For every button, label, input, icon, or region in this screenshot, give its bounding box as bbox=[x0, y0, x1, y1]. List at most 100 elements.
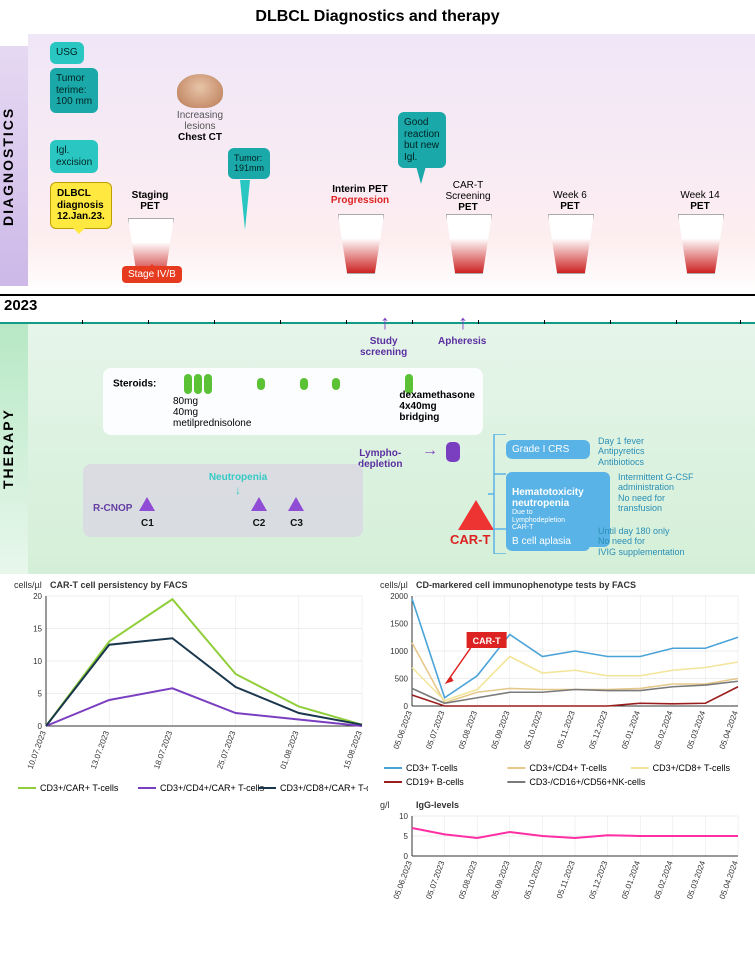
chart2-legend: CD3+ T-cells CD3+/CD4+ T-cells CD3+/CD8+ T… bbox=[374, 758, 744, 798]
diagnostics-label: DIAGNOSTICS bbox=[0, 46, 28, 286]
svg-text:05.10.2023: 05.10.2023 bbox=[522, 709, 544, 750]
svg-text:15: 15 bbox=[33, 625, 42, 634]
svg-text:15.08.2023: 15.08.2023 bbox=[342, 729, 364, 770]
neutropenia-arrow-icon: ↓ bbox=[123, 483, 353, 497]
cycle-c3: C3 bbox=[290, 518, 303, 529]
svg-text:CD3+/CD8+/CAR+ T-cells: CD3+/CD8+/CAR+ T-cells bbox=[280, 783, 368, 793]
svg-text:05.04.2024: 05.04.2024 bbox=[718, 709, 740, 750]
svg-text:05.06.2023: 05.06.2023 bbox=[392, 859, 414, 900]
steroid-pills-4 bbox=[331, 379, 341, 390]
svg-text:10.07.2023: 10.07.2023 bbox=[26, 729, 48, 770]
svg-text:01.08.2023: 01.08.2023 bbox=[279, 729, 301, 770]
week6-pet-cup bbox=[548, 214, 594, 274]
week6-pet-petword: PET bbox=[560, 201, 579, 212]
timeline-block: DIAGNOSTICS THERAPY USG Tumor terime: 10… bbox=[0, 34, 755, 574]
cycle-tri-2 bbox=[251, 497, 267, 511]
dose-80mg: 80mg bbox=[173, 396, 198, 407]
study-screening-arrow-icon: ↑ bbox=[380, 312, 390, 335]
svg-text:CAR-T: CAR-T bbox=[473, 636, 501, 646]
svg-text:05.12.2023: 05.12.2023 bbox=[587, 859, 609, 900]
cycle-c2: C2 bbox=[253, 518, 266, 529]
lympho-arrow-icon: → bbox=[422, 442, 438, 460]
chart-immunophenotype: 050010001500200005.06.202305.07.202305.0… bbox=[374, 578, 744, 798]
study-screening-label: Study screening bbox=[360, 336, 407, 358]
svg-text:cells/µl: cells/µl bbox=[380, 580, 408, 590]
svg-text:05.09.2023: 05.09.2023 bbox=[490, 859, 512, 900]
side-effect-bracket-icon bbox=[488, 434, 508, 554]
good-reaction-box: Good reaction but new Igl. bbox=[398, 112, 446, 168]
week6-text: Week 6 bbox=[553, 190, 587, 201]
bcell-box: B cell aplasia bbox=[506, 532, 590, 551]
chart-persistency: 0510152010.07.202313.07.202318.07.202325… bbox=[8, 578, 368, 908]
svg-text:g/l: g/l bbox=[380, 800, 390, 810]
chart1-legend: CD3+/CAR+ T-cellsCD3+/CD4+/CAR+ T-cellsC… bbox=[8, 778, 368, 802]
svg-text:CD3+/CD4+ T-cells: CD3+/CD4+ T-cells bbox=[529, 763, 607, 773]
svg-text:05.03.2024: 05.03.2024 bbox=[685, 709, 707, 750]
rcnop-panel: Neutropenia ↓ R-CNOP C1 C2 C3 bbox=[83, 464, 363, 537]
svg-text:05.11.2023: 05.11.2023 bbox=[555, 709, 577, 750]
usg-box: USG bbox=[50, 42, 84, 64]
svg-text:1000: 1000 bbox=[390, 647, 408, 656]
crs-note: Day 1 fever Antipyretics Antibiotiocs bbox=[598, 436, 645, 467]
hema-note: Intermittent G-CSF administration No nee… bbox=[618, 472, 694, 513]
chart-igg: 051005.06.202305.07.202305.08.202305.09.… bbox=[374, 798, 744, 908]
chest-ct-icon bbox=[177, 74, 223, 108]
staging-pet-label: Staging PET bbox=[110, 190, 190, 212]
svg-text:05.01.2024: 05.01.2024 bbox=[620, 859, 642, 900]
charts-container: 0510152010.07.202313.07.202318.07.202325… bbox=[0, 574, 755, 918]
good-reaction-arrow-icon bbox=[416, 166, 426, 184]
svg-text:0: 0 bbox=[404, 702, 409, 711]
week14-pet-cup bbox=[678, 214, 724, 274]
screening-pet-label: CAR-T Screening PET bbox=[428, 180, 508, 213]
svg-text:05.04.2024: 05.04.2024 bbox=[718, 859, 740, 900]
neutropenia-label: Neutropenia bbox=[123, 472, 353, 483]
svg-text:05.09.2023: 05.09.2023 bbox=[490, 709, 512, 750]
svg-text:5: 5 bbox=[404, 832, 409, 841]
steroid-pills-3 bbox=[299, 379, 309, 390]
svg-text:05.02.2024: 05.02.2024 bbox=[653, 859, 675, 900]
chest-ct-line1: Increasing lesions bbox=[160, 110, 240, 132]
svg-text:1500: 1500 bbox=[390, 620, 408, 629]
tumor-size-box: Tumor terime: 100 mm bbox=[50, 68, 98, 113]
interim-pet-cup bbox=[338, 214, 384, 274]
svg-text:CD3+/CD4+/CAR+ T-cells: CD3+/CD4+/CAR+ T-cells bbox=[160, 783, 265, 793]
steroid-pills-2 bbox=[256, 379, 266, 390]
chart1-svg: 0510152010.07.202313.07.202318.07.202325… bbox=[8, 578, 368, 778]
steroids-label: Steroids: bbox=[113, 379, 156, 390]
svg-text:0: 0 bbox=[38, 722, 43, 731]
svg-text:CD-markered cell immunophenoty: CD-markered cell immunophenotype tests b… bbox=[416, 580, 636, 590]
svg-text:10: 10 bbox=[33, 657, 42, 666]
svg-text:CD3+ T-cells: CD3+ T-cells bbox=[406, 763, 458, 773]
week14-pet-petword: PET bbox=[690, 201, 709, 212]
svg-text:05.02.2024: 05.02.2024 bbox=[653, 709, 675, 750]
chest-ct-line2: Chest CT bbox=[160, 132, 240, 143]
svg-text:2000: 2000 bbox=[390, 592, 408, 601]
svg-text:5: 5 bbox=[38, 690, 43, 699]
week6-pet-label: Week 6 PET bbox=[530, 190, 610, 212]
svg-text:05.07.2023: 05.07.2023 bbox=[424, 859, 446, 900]
steroid-panel: Steroids: 80mg 40mg metilprednisolone de… bbox=[103, 368, 483, 435]
steroid-pills-1 bbox=[183, 379, 213, 390]
svg-text:05.12.2023: 05.12.2023 bbox=[587, 709, 609, 750]
cycle-tri-1 bbox=[139, 497, 155, 511]
interim-pet-label: Interim PET Progression bbox=[320, 184, 400, 206]
screening-pet-text: CAR-T Screening bbox=[445, 180, 490, 202]
staging-pet-text: Staging PET bbox=[132, 190, 169, 212]
hema-title: Hematotoxicity neutropenia bbox=[512, 487, 584, 509]
cycle-c1: C1 bbox=[141, 518, 154, 529]
svg-text:0: 0 bbox=[404, 852, 409, 861]
therapy-label: THERAPY bbox=[0, 324, 28, 574]
svg-text:05.08.2023: 05.08.2023 bbox=[457, 859, 479, 900]
tumor-arrow-icon bbox=[240, 180, 250, 230]
dex-label: dexamethasone 4x40mg bridging bbox=[399, 390, 475, 423]
svg-text:CD3+/CD8+ T-cells: CD3+/CD8+ T-cells bbox=[653, 763, 731, 773]
figure-title: DLBCL Diagnostics and therapy bbox=[0, 0, 755, 34]
svg-text:05.11.2023: 05.11.2023 bbox=[555, 859, 577, 900]
week14-pet-label: Week 14 PET bbox=[660, 190, 740, 212]
chart2-svg: 050010001500200005.06.202305.07.202305.0… bbox=[374, 578, 744, 758]
lympho-pill-icon bbox=[446, 442, 460, 462]
svg-text:13.07.2023: 13.07.2023 bbox=[89, 729, 111, 770]
svg-text:05.10.2023: 05.10.2023 bbox=[522, 859, 544, 900]
bcell-note: Until day 180 only No need for IVIG supp… bbox=[598, 526, 685, 557]
steroid-pills-5 bbox=[404, 379, 414, 390]
